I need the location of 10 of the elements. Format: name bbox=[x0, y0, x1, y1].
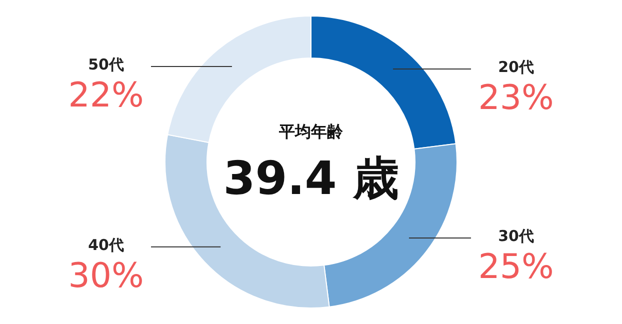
data-label: 22% bbox=[68, 75, 144, 116]
text: 平均年齢 bbox=[278, 122, 344, 141]
slice-label: 30代 bbox=[498, 227, 534, 245]
text: 39.4 歳 bbox=[223, 151, 399, 205]
data-label: 25% bbox=[478, 247, 554, 287]
slice-label: 20代 bbox=[498, 58, 534, 76]
data-label: 23% bbox=[478, 78, 554, 118]
slice-label: 40代 bbox=[88, 236, 124, 254]
data-label: 30% bbox=[68, 256, 144, 296]
slice-label: 50代 bbox=[88, 55, 124, 74]
